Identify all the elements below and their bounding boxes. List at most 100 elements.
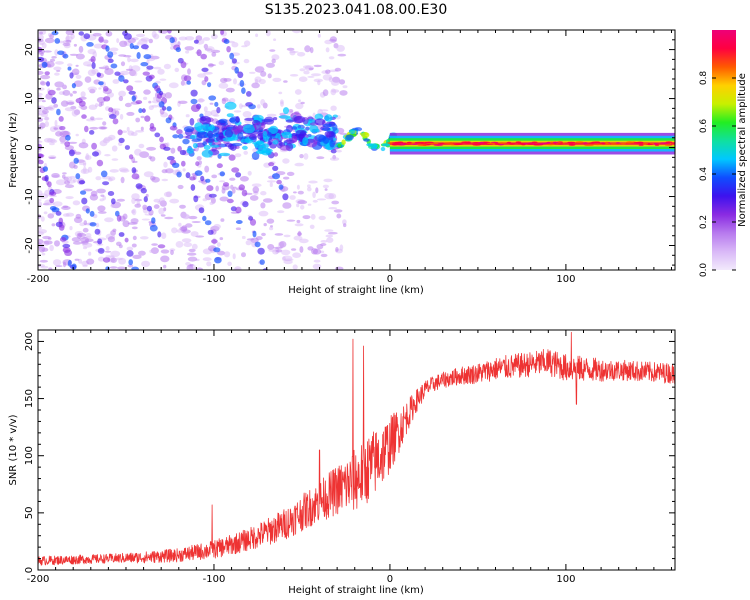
speckle — [255, 65, 264, 70]
speckle — [245, 240, 252, 246]
speckle — [229, 177, 236, 181]
band-peak — [605, 143, 610, 145]
streak-dot — [89, 130, 95, 135]
speckle — [318, 215, 326, 221]
speckle — [88, 251, 92, 256]
speckle — [91, 68, 99, 75]
speckle — [297, 200, 308, 205]
speckle — [213, 114, 220, 117]
speckle — [131, 226, 138, 230]
transition-blob — [363, 138, 370, 142]
speckle — [51, 56, 57, 59]
speckle — [135, 33, 146, 38]
streak-dot — [238, 184, 245, 191]
speckle — [64, 180, 70, 185]
band-peak — [546, 143, 555, 146]
speckle — [187, 256, 198, 262]
streak-dot — [262, 268, 269, 270]
speckle — [48, 156, 56, 159]
speckle — [277, 210, 285, 214]
band-peak — [453, 143, 463, 146]
band-peak — [588, 142, 595, 144]
speckle — [337, 53, 347, 57]
speckle — [296, 219, 301, 224]
speckle — [269, 49, 276, 52]
speckle — [64, 184, 75, 189]
streak-dot — [189, 176, 196, 181]
streak-dot — [213, 247, 221, 253]
speckle — [303, 65, 311, 69]
speckle — [158, 207, 165, 215]
speckle — [129, 58, 139, 63]
cluster-blob — [226, 113, 234, 118]
speckle — [336, 44, 345, 52]
cluster-blob — [281, 131, 293, 139]
speckle — [103, 39, 109, 44]
speckle — [94, 117, 104, 121]
snr-y-tick-label: 100 — [24, 446, 35, 465]
speckle — [134, 80, 143, 83]
speckle — [126, 126, 130, 132]
spectrogram-y-tick-label: -10 — [24, 188, 35, 204]
speckle — [51, 173, 60, 178]
speckle — [241, 45, 248, 48]
speckle — [140, 37, 150, 42]
speckle — [65, 39, 72, 43]
speckle — [139, 236, 149, 240]
streak-dot — [136, 52, 141, 59]
speckle — [64, 107, 75, 112]
speckle — [211, 34, 218, 40]
streak-dot — [86, 42, 94, 47]
cluster-blob — [231, 142, 243, 147]
speckle — [124, 102, 132, 108]
band-peak — [508, 143, 516, 145]
speckle — [52, 201, 63, 207]
speckle — [163, 207, 167, 212]
streak-dot — [227, 190, 233, 197]
streak-dot — [107, 51, 114, 58]
speckle — [175, 241, 184, 248]
streak-dot — [128, 259, 133, 266]
speckle — [131, 209, 135, 214]
speckle — [182, 168, 186, 172]
cluster-blob — [285, 119, 294, 123]
streak-dot — [47, 181, 52, 188]
streak-dot — [138, 108, 143, 114]
speckle — [325, 234, 334, 238]
speckle — [289, 172, 295, 176]
speckle — [233, 78, 237, 85]
snr-x-tick-label: 100 — [556, 574, 575, 585]
speckle — [69, 93, 73, 97]
streak-dot — [172, 134, 179, 139]
streak-dot — [47, 89, 56, 96]
streak-dot — [190, 98, 198, 105]
streak-dot — [229, 52, 235, 60]
speckle — [187, 252, 197, 256]
streak-dot — [64, 141, 71, 147]
speckle — [38, 87, 45, 91]
streak-dot — [276, 179, 282, 185]
speckle — [65, 212, 75, 217]
speckle — [83, 160, 87, 168]
streak-dot — [123, 33, 132, 40]
speckle — [46, 61, 55, 68]
speckle — [235, 227, 241, 230]
speckle — [273, 38, 277, 41]
band-peak — [406, 141, 412, 144]
streak-dot — [282, 193, 289, 201]
speckle — [179, 204, 186, 209]
speckle — [204, 110, 213, 117]
streak-dot — [102, 181, 110, 186]
speckle — [38, 226, 42, 230]
streak-dot — [67, 66, 72, 71]
band-peak — [497, 142, 507, 144]
cluster-blob — [272, 140, 279, 145]
band-peak — [478, 141, 484, 144]
speckle — [73, 80, 83, 87]
transition-blob — [380, 146, 386, 152]
streak-dot — [58, 224, 65, 231]
spectrogram-x-tick-label: -100 — [203, 274, 226, 285]
speckle — [38, 246, 46, 253]
streak-dot — [116, 214, 122, 222]
speckle — [313, 259, 321, 263]
